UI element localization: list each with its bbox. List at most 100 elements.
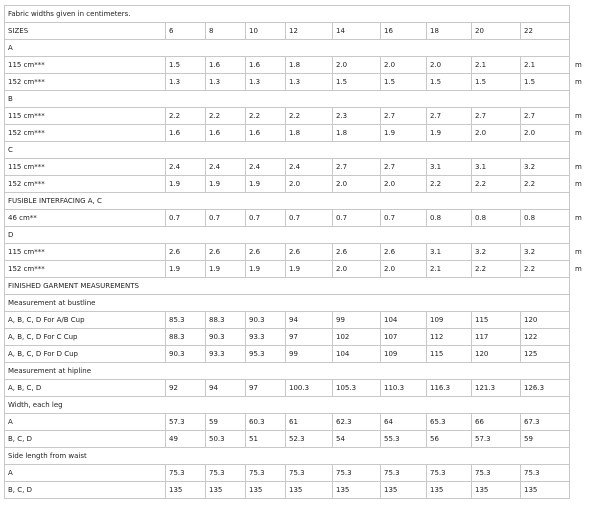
table-row: A 57.3 59 60.3 61 62.3 64 65.3 66 67.3 [4, 413, 591, 431]
section-header-row: Measurement at bustline [4, 294, 591, 312]
table-cell: 1.9 [245, 260, 286, 278]
table-cell: 51 [245, 430, 286, 448]
table-cell: 2.6 [380, 243, 427, 261]
row-label: 152 cm*** [4, 175, 166, 193]
row-label: 115 cm*** [4, 56, 166, 74]
table-cell: 1.3 [205, 73, 246, 91]
unit-spacer [570, 278, 591, 295]
unit-spacer [570, 295, 591, 312]
section-header-row: FUSIBLE INTERFACING A, C [4, 192, 591, 210]
table-cell: 109 [380, 345, 427, 363]
row-label: A [4, 464, 166, 482]
table-cell: 0.7 [380, 209, 427, 227]
section-header-row: C [4, 141, 591, 159]
unit-label [570, 465, 591, 482]
table-cell: 85.3 [165, 311, 206, 329]
table-row: B, C, D 49 50.3 51 52.3 54 55.3 56 57.3 59 [4, 430, 591, 448]
table-cell: 1.9 [205, 260, 246, 278]
table-cell: 0.7 [285, 209, 333, 227]
size-header: 10 [245, 22, 286, 40]
row-label: A [4, 413, 166, 431]
row-label: 115 cm*** [4, 158, 166, 176]
sizes-label: SIZES [4, 22, 166, 40]
table-cell: 2.0 [285, 175, 333, 193]
unit-label: m [575, 112, 582, 120]
table-cell: 57.3 [471, 430, 521, 448]
table-cell: 2.0 [380, 175, 427, 193]
table-row: 152 cm*** 1.6 1.6 1.6 1.8 1.8 1.9 1.9 2.0 2.0 m [4, 124, 591, 142]
table-cell: 64 [380, 413, 427, 431]
table-cell: 2.1 [520, 56, 570, 74]
table-row: 115 cm*** 1.5 1.6 1.6 1.8 2.0 2.0 2.0 2.1 2.1 m [4, 56, 591, 74]
table-cell: 2.2 [520, 175, 570, 193]
table-cell: 75.3 [332, 464, 381, 482]
table-cell: 2.7 [332, 158, 381, 176]
unit-label: m [575, 78, 582, 86]
table-cell: 135 [285, 481, 333, 499]
table-cell: 3.2 [471, 243, 521, 261]
table-cell: 2.3 [332, 107, 381, 125]
table-cell: 1.5 [332, 73, 381, 91]
table-cell: 135 [520, 481, 570, 499]
table-cell: 1.5 [426, 73, 472, 91]
table-cell: 49 [165, 430, 206, 448]
section-title: Measurement at hipline [4, 362, 570, 380]
table-cell: 1.6 [205, 56, 246, 74]
table-row: 115 cm*** 2.2 2.2 2.2 2.2 2.3 2.7 2.7 2.7 2.7 m [4, 107, 591, 125]
table-cell: 66 [471, 413, 521, 431]
table-cell: 116.3 [426, 379, 472, 397]
unit-spacer [570, 23, 591, 40]
table-cell: 52.3 [285, 430, 333, 448]
table-row: 152 cm*** 1.9 1.9 1.9 2.0 2.0 2.0 2.2 2.2 2.2 m [4, 175, 591, 193]
unit-spacer [570, 6, 591, 23]
table-cell: 75.3 [426, 464, 472, 482]
table-cell: 2.7 [380, 158, 427, 176]
table-cell: 61 [285, 413, 333, 431]
table-cell: 2.4 [165, 158, 206, 176]
table-cell: 1.6 [165, 124, 206, 142]
table-row: 152 cm*** 1.3 1.3 1.3 1.3 1.5 1.5 1.5 1.5 1.5 m [4, 73, 591, 91]
table-cell: 0.8 [471, 209, 521, 227]
table-cell: 75.3 [471, 464, 521, 482]
table-cell: 115 [426, 345, 472, 363]
table-row: A, B, C, D For A/B Cup 85.3 88.3 90.3 94 99 10… [4, 311, 591, 329]
table-cell: 121.3 [471, 379, 521, 397]
table-cell: 2.0 [380, 56, 427, 74]
table-cell: 135 [380, 481, 427, 499]
table-cell: 2.7 [471, 107, 521, 125]
unit-spacer [570, 448, 591, 465]
unit-label: m [575, 61, 582, 69]
section-header-row: Width, each leg [4, 396, 591, 414]
table-cell: 1.3 [285, 73, 333, 91]
table-row: 46 cm** 0.7 0.7 0.7 0.7 0.7 0.7 0.8 0.8 0.8 m [4, 209, 591, 227]
section-title: D [4, 226, 570, 244]
size-header: 20 [471, 22, 521, 40]
table-cell: 1.5 [520, 73, 570, 91]
table-cell: 125 [520, 345, 570, 363]
note-row: Fabric widths given in centimeters. [4, 5, 591, 23]
section-header-row: D [4, 226, 591, 244]
unit-label [570, 380, 591, 397]
unit-label: m [575, 163, 582, 171]
section-title: C [4, 141, 570, 159]
table-row: 115 cm*** 2.4 2.4 2.4 2.4 2.7 2.7 3.1 3.1 3.2 m [4, 158, 591, 176]
unit-label: m [575, 214, 582, 222]
table-cell: 94 [285, 311, 333, 329]
table-cell: 50.3 [205, 430, 246, 448]
table-cell: 94 [205, 379, 246, 397]
table-cell: 93.3 [205, 345, 246, 363]
table-cell: 120 [520, 311, 570, 329]
table-cell: 104 [332, 345, 381, 363]
table-cell: 2.2 [520, 260, 570, 278]
row-label: 115 cm*** [4, 243, 166, 261]
table-cell: 55.3 [380, 430, 427, 448]
table-cell: 126.3 [520, 379, 570, 397]
table-cell: 88.3 [165, 328, 206, 346]
table-cell: 97 [245, 379, 286, 397]
table-cell: 90.3 [165, 345, 206, 363]
unit-label [570, 346, 591, 363]
table-cell: 1.5 [165, 56, 206, 74]
table-cell: 2.4 [245, 158, 286, 176]
table-cell: 75.3 [380, 464, 427, 482]
table-cell: 2.0 [520, 124, 570, 142]
